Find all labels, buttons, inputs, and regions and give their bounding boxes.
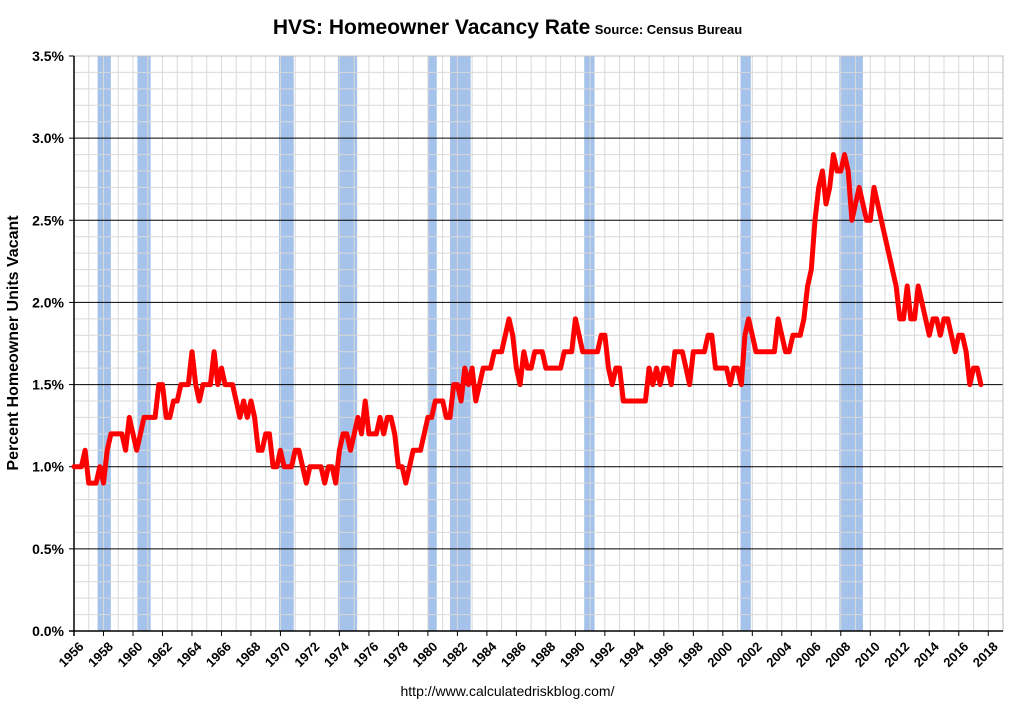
x-tick-label: 2008 <box>822 639 853 670</box>
recession-band <box>839 56 863 631</box>
x-tick-label: 1992 <box>586 639 617 670</box>
x-tick-label: 1996 <box>645 639 676 670</box>
x-tick-label: 1984 <box>468 638 500 670</box>
series <box>71 152 984 486</box>
x-tick-label: 2004 <box>763 638 795 670</box>
x-tick-label: 1966 <box>203 639 234 670</box>
x-tick-label: 1968 <box>232 639 263 670</box>
x-tick-label: 1956 <box>55 639 86 670</box>
x-tick-label: 2006 <box>793 639 824 670</box>
x-tick-label: 2002 <box>734 639 765 670</box>
x-tick-label: 2018 <box>970 639 1001 670</box>
y-tick-labels: 0.0% 0.5% 1.0% 1.5% 2.0% 2.5% 3.0% 3.5% <box>32 48 64 639</box>
plot-border <box>73 55 1004 632</box>
recession-band <box>278 56 294 631</box>
x-tick-label: 2014 <box>911 638 943 670</box>
x-tick-label: 1988 <box>527 639 558 670</box>
x-tick-labels: 1956195819601962196419661968197019721974… <box>55 638 1000 670</box>
x-tick-label: 1994 <box>616 638 648 670</box>
recession-band <box>427 56 437 631</box>
recession-bands <box>97 56 863 631</box>
x-tick-label: 1986 <box>498 639 529 670</box>
recession-band <box>97 56 111 631</box>
recession-band <box>584 56 595 631</box>
x-tick-label: 2012 <box>881 639 912 670</box>
x-tick-label: 1962 <box>144 639 175 670</box>
x-tick-label: 1964 <box>173 638 205 670</box>
x-tick-label: 1960 <box>114 639 145 670</box>
x-tick-label: 1978 <box>380 639 411 670</box>
title-main: HVS: Homeowner Vacancy Rate <box>272 16 591 39</box>
y-tick-label: 0.0% <box>32 623 64 639</box>
x-tick-label: 1972 <box>291 639 322 670</box>
x-tick-label: 1982 <box>439 639 470 670</box>
y-tick-label: 3.0% <box>32 130 64 146</box>
y-tick-label: 2.5% <box>32 212 64 228</box>
y-tick-label: 1.0% <box>32 459 64 475</box>
x-tick-label: 1980 <box>409 639 440 670</box>
recession-band <box>337 56 358 631</box>
x-tick-label: 2016 <box>940 639 971 670</box>
title-source: Source: Census Bureau <box>594 22 743 37</box>
recession-band <box>450 56 471 631</box>
y-tick-label: 3.5% <box>32 48 64 64</box>
x-tick-label: 1974 <box>321 638 353 670</box>
x-tick-label: 2010 <box>852 639 883 670</box>
vacancy-rate-line <box>71 152 984 486</box>
source-url: http://www.calculatedriskblog.com/ <box>400 683 615 699</box>
x-tick-label: 1976 <box>350 639 381 670</box>
x-tick-label: 1970 <box>262 639 293 670</box>
y-tick-label: 1.5% <box>32 377 64 393</box>
chart-title: HVS: Homeowner Vacancy Rate Source: Cens… <box>0 16 1015 40</box>
y-axis-label: Percent Homeowner Units Vacant <box>5 215 22 471</box>
recession-band <box>137 56 151 631</box>
axes <box>69 55 1004 636</box>
y-tick-label: 0.5% <box>32 541 64 557</box>
gridlines <box>73 55 1004 631</box>
x-tick-label: 1990 <box>557 639 588 670</box>
y-tick-label: 2.0% <box>32 294 64 310</box>
x-tick-label: 1958 <box>85 639 116 670</box>
x-tick-label: 1998 <box>675 639 706 670</box>
x-tick-label: 2000 <box>704 639 735 670</box>
